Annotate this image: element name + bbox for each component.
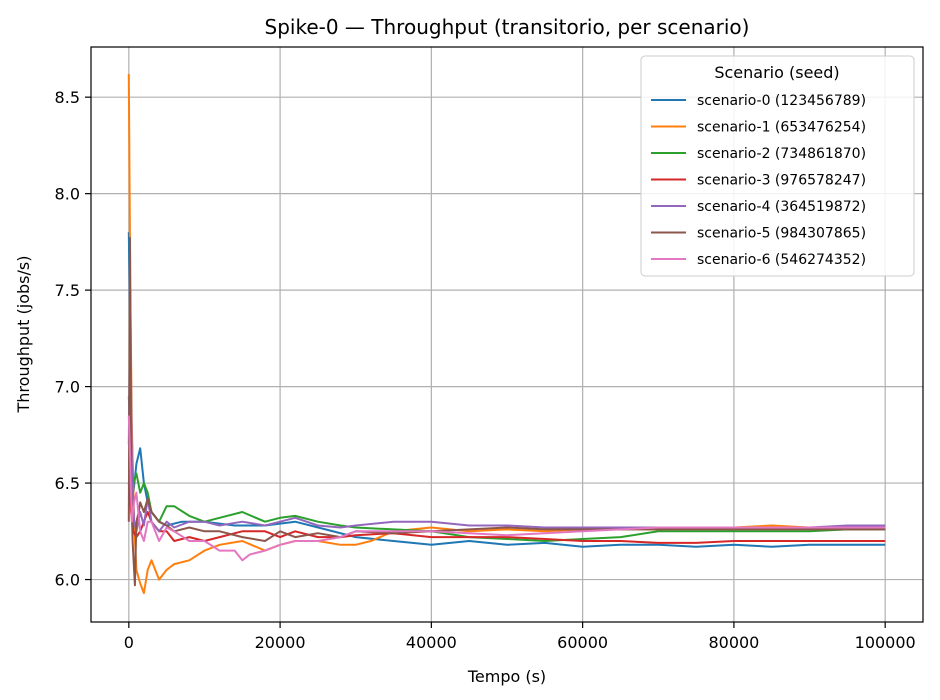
plot-area — [127, 73, 886, 595]
legend-label: scenario-1 (653476254) — [697, 120, 866, 136]
x-axis-title: Tempo (s) — [467, 667, 546, 686]
legend-box — [640, 55, 915, 277]
y-tick-label: 8.5 — [55, 88, 80, 107]
x-axis: 0 20000 40000 60000 80000 100000 — [124, 622, 916, 652]
legend-label: scenario-4 (364519872) — [697, 199, 866, 215]
x-tick-label: 0 — [124, 633, 134, 652]
legend-label: scenario-6 (546274352) — [697, 252, 866, 268]
y-tick-label: 6.5 — [55, 474, 80, 493]
series-line-scenario-6 — [127, 415, 886, 562]
x-tick-label: 80000 — [708, 633, 759, 652]
legend-label: scenario-0 (123456789) — [697, 93, 866, 109]
y-tick-label: 7.5 — [55, 281, 80, 300]
legend-items: scenario-0 (123456789) scenario-1 (653476… — [651, 93, 866, 268]
y-axis-title: Throughput (jobs/s) — [14, 256, 33, 414]
y-tick-label: 8.0 — [55, 185, 80, 204]
plot-frame — [90, 46, 924, 623]
series-line-scenario-2 — [127, 396, 886, 542]
legend-label: scenario-3 (976578247) — [697, 173, 866, 189]
x-tick-label: 60000 — [557, 633, 608, 652]
legend-title: Scenario (seed) — [714, 63, 839, 82]
x-tick-label: 100000 — [855, 633, 916, 652]
y-axis: 6.0 6.5 7.0 7.5 8.0 8.5 — [55, 88, 91, 590]
x-tick-label: 40000 — [406, 633, 457, 652]
legend-label: scenario-5 (984307865) — [697, 226, 866, 242]
legend-label: scenario-2 (734861870) — [697, 146, 866, 162]
y-tick-label: 7.0 — [55, 378, 80, 397]
x-tick-label: 20000 — [255, 633, 306, 652]
series-line-scenario-3 — [127, 483, 886, 544]
y-tick-label: 6.0 — [55, 571, 80, 590]
legend: Scenario (seed) scenario-0 (123456789)sc… — [640, 55, 915, 277]
chart-title: Spike-0 — Throughput (transitorio, per s… — [265, 15, 750, 39]
